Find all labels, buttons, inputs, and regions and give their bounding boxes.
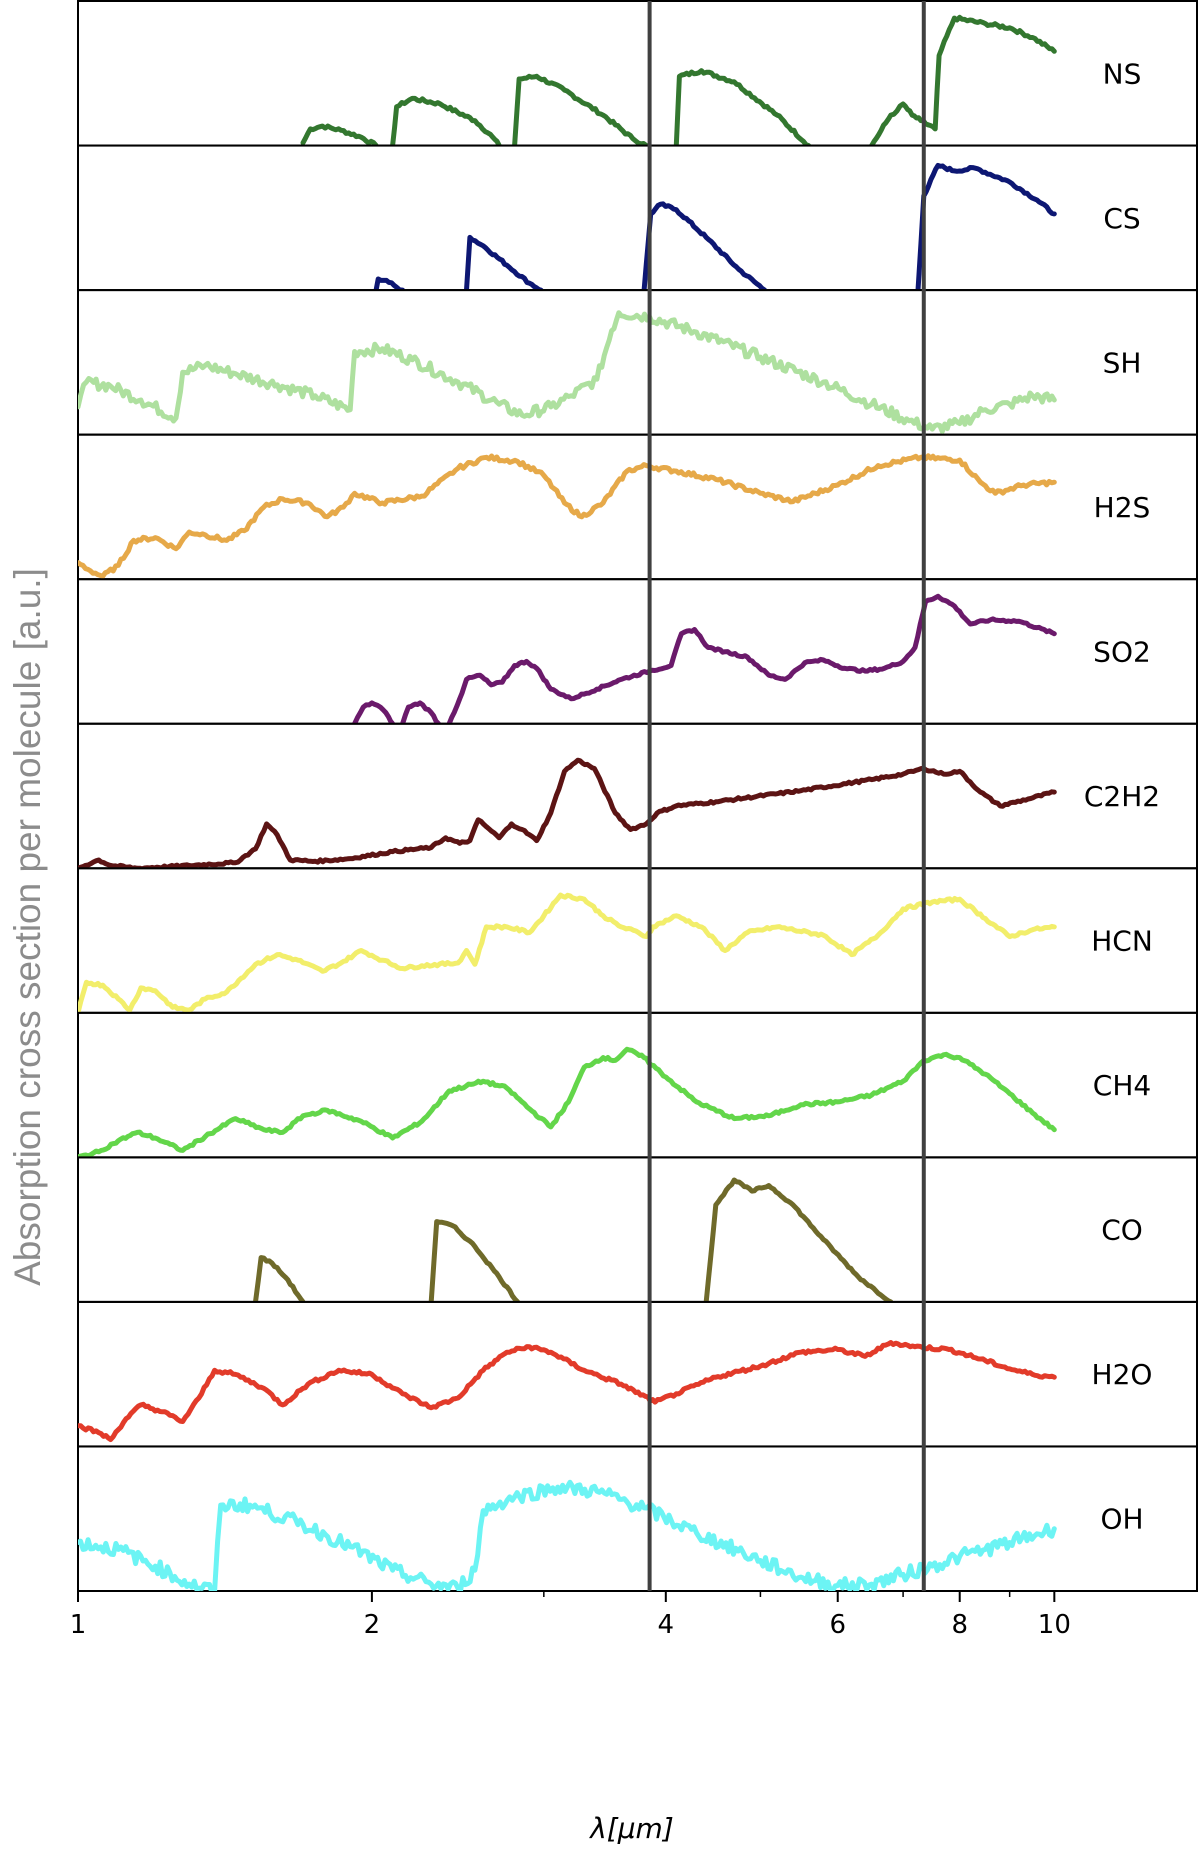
panel-ns: NS [77,0,1198,147]
x-tick-label: 10 [1038,1610,1071,1640]
series-line-h2s [78,453,1057,579]
molecule-label-h2o: H2O [1092,1358,1153,1391]
series-line-co [253,1177,894,1302]
molecule-label-h2s: H2S [1094,491,1151,524]
panel-so2: SO2 [77,578,1198,725]
series-line-cs [373,162,1057,291]
series-line-sh [78,310,1057,434]
series-line-oh [78,1479,1057,1592]
panel-hcn: HCN [77,867,1198,1014]
molecule-label-cs: CS [1103,202,1140,235]
panel-h2o: H2O [77,1300,1198,1448]
panel-frame-so2 [77,578,1198,725]
x-tick-label: 8 [951,1610,968,1640]
panel-sh: SH [77,289,1198,436]
panels-group: NS CS SH H2S SO2 C2H2 HCN CH4 CO H2O OH [77,0,1198,1593]
x-tick-label: 6 [829,1610,846,1640]
molecule-label-co: CO [1101,1214,1143,1247]
reference-lines-group [647,1,926,1591]
molecule-label-so2: SO2 [1093,635,1151,668]
series-line-ns [300,14,1057,146]
x-tick-label: 4 [658,1610,675,1640]
molecule-label-ns: NS [1103,57,1142,90]
panel-frame-oh [77,1445,1198,1593]
molecule-label-ch4: CH4 [1093,1069,1151,1102]
x-axis-label: λ[μm] [588,1812,674,1845]
panel-frame-cs [77,144,1198,292]
series-line-ch4 [78,1046,1057,1158]
panel-frame-sh [77,289,1198,436]
series-line-h2o [78,1340,1057,1442]
x-tick-label: 2 [364,1610,381,1640]
panel-frame-co [77,1156,1198,1303]
y-axis-label: Absorption cross section per molecule [a… [7,568,48,1286]
series-line-c2h2 [78,757,1057,869]
panel-oh: OH [77,1445,1198,1593]
panel-frame-hcn [77,867,1198,1014]
molecule-label-hcn: HCN [1091,925,1153,958]
molecule-label-sh: SH [1103,346,1142,379]
panel-c2h2: C2H2 [77,722,1198,870]
molecule-label-oh: OH [1100,1503,1143,1536]
panel-frame-ns [77,0,1198,147]
x-axis: 1 2 4 6 8 10 [70,1591,1071,1640]
panel-frame-c2h2 [77,722,1198,870]
panel-h2s: H2S [77,433,1198,581]
molecule-label-c2h2: C2H2 [1084,780,1160,813]
panel-frame-h2s [77,433,1198,581]
panel-co: CO [77,1156,1198,1303]
x-tick-label: 1 [70,1610,87,1640]
panel-cs: CS [77,144,1198,292]
series-line-so2 [352,593,1057,724]
panel-frame-ch4 [77,1011,1198,1159]
panel-ch4: CH4 [77,1011,1198,1159]
series-line-hcn [78,892,1057,1013]
